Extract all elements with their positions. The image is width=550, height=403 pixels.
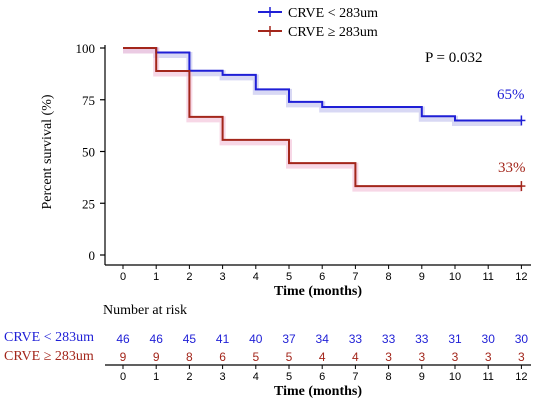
risk-count-row-1: 46 (116, 332, 130, 346)
risk-count-row-2: 9 (120, 350, 127, 364)
y-tick-label: 25 (82, 196, 95, 211)
survival-curve-series-2 (123, 47, 522, 188)
y-tick-label: 75 (82, 93, 95, 108)
x-tick-label: 10 (449, 271, 461, 283)
confidence-band-series-1 (123, 47, 522, 126)
x-tick-label: 5 (286, 271, 292, 283)
y-ticks: 0 25 50 75 100 (76, 41, 105, 263)
legend-item-series-1: CRVE < 283um (258, 6, 378, 21)
risk-count-row-1: 34 (316, 332, 330, 346)
risk-x-tick-label: 8 (386, 371, 392, 383)
risk-count-row-2: 4 (352, 350, 359, 364)
y-tick-label: 50 (82, 145, 95, 160)
x-tick-label: 0 (120, 271, 126, 283)
axes (104, 45, 531, 266)
risk-x-axis-label: Time (months) (274, 384, 362, 399)
risk-count-row-1: 33 (415, 332, 429, 346)
x-tick-label: 9 (419, 271, 425, 283)
x-tick-label: 3 (220, 271, 226, 283)
risk-count-row-1: 33 (382, 332, 396, 346)
risk-x-tick-label: 4 (253, 371, 259, 383)
risk-x-tick-label: 1 (153, 371, 159, 383)
risk-count-row-1: 45 (183, 332, 197, 346)
legend: CRVE < 283um CRVE ≥ 283um (258, 6, 378, 40)
risk-count-row-2: 3 (518, 350, 525, 364)
risk-count-row-2: 3 (385, 350, 392, 364)
risk-row-label-2: CRVE ≥ 283um (4, 349, 94, 364)
x-tick-label: 2 (186, 271, 192, 283)
x-tick-label: 6 (319, 271, 325, 283)
risk-count-row-1: 30 (515, 332, 529, 346)
risk-count-row-2: 3 (485, 350, 492, 364)
end-label-series-2: 33% (498, 160, 526, 176)
risk-x-tick-label: 12 (515, 371, 527, 383)
risk-x-tick-label: 5 (286, 371, 292, 383)
risk-count-row-2: 6 (219, 350, 226, 364)
risk-count-row-1: 37 (282, 332, 296, 346)
x-tick-label: 7 (352, 271, 358, 283)
x-tick-label: 8 (386, 271, 392, 283)
risk-count-row-2: 5 (252, 350, 259, 364)
survival-curve-series-1 (123, 47, 522, 122)
risk-count-row-1: 41 (216, 332, 230, 346)
risk-count-row-1: 33 (349, 332, 363, 346)
risk-count-row-1: 40 (249, 332, 263, 346)
risk-row-label-1: CRVE < 283um (4, 330, 94, 345)
risk-x-tick-label: 10 (449, 371, 461, 383)
y-tick-label: 100 (76, 41, 96, 56)
risk-x-tick-label: 11 (482, 371, 493, 383)
y-tick-label: 0 (89, 248, 96, 263)
risk-x-tick-label: 6 (319, 371, 325, 383)
x-tick-label: 11 (482, 271, 493, 283)
risk-counts: 46 46 45 41 40 37 34 33 33 33 31 30 309 9 8 6 5 5 4 4 3 3 3 3 3 (116, 332, 528, 364)
legend-label-series-2: CRVE ≥ 283um (288, 25, 378, 40)
risk-x-tick-label: 7 (352, 371, 358, 383)
legend-label-series-1: CRVE < 283um (288, 6, 378, 21)
risk-count-row-2: 9 (153, 350, 160, 364)
risk-table-title: Number at risk (103, 303, 187, 318)
risk-x-ticks: 0 1 2 3 4 5 6 7 8 9 10 11 12 (120, 365, 528, 383)
risk-count-row-2: 3 (418, 350, 425, 364)
x-tick-label: 12 (515, 271, 527, 283)
end-label-series-1: 65% (497, 87, 525, 103)
risk-x-tick-label: 0 (120, 371, 126, 383)
risk-count-row-1: 46 (150, 332, 164, 346)
risk-x-tick-label: 9 (419, 371, 425, 383)
y-axis-label: Percent survival (%) (40, 94, 55, 209)
risk-count-row-1: 31 (448, 332, 462, 346)
risk-count-row-1: 30 (482, 332, 496, 346)
p-value-annotation: P = 0.032 (425, 50, 483, 66)
x-tick-label: 1 (153, 271, 159, 283)
risk-count-row-2: 5 (286, 350, 293, 364)
x-tick-label: 4 (253, 271, 259, 283)
risk-count-row-2: 4 (319, 350, 326, 364)
risk-count-row-2: 8 (186, 350, 193, 364)
survival-curves (123, 47, 526, 192)
x-ticks: 0 1 2 3 4 5 6 7 8 9 10 11 12 (120, 265, 528, 283)
risk-x-tick-label: 2 (186, 371, 192, 383)
legend-item-series-2: CRVE ≥ 283um (258, 25, 378, 40)
x-axis-label: Time (months) (274, 284, 362, 299)
risk-x-tick-label: 3 (220, 371, 226, 383)
risk-count-row-2: 3 (452, 350, 459, 364)
